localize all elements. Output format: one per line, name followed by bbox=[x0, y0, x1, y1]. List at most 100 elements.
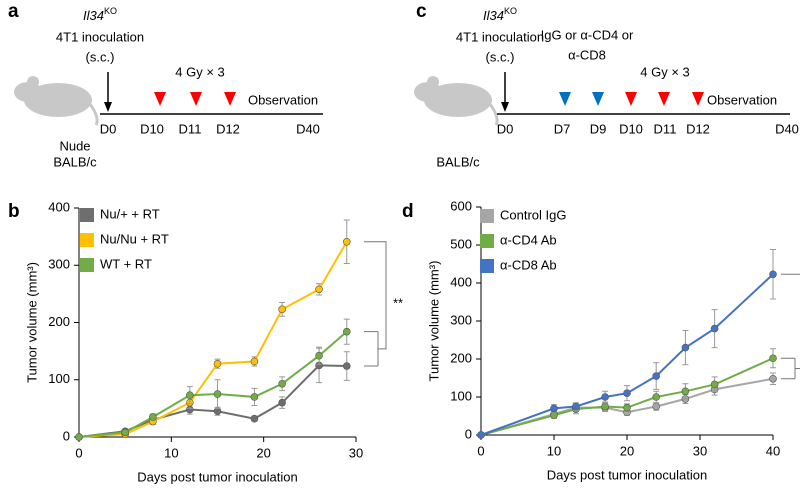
treatment-label: 4 Gy × 3 bbox=[175, 64, 225, 79]
data-point bbox=[769, 354, 777, 363]
gene-sup: KO bbox=[504, 6, 517, 16]
arrow-head bbox=[501, 102, 509, 112]
data-point bbox=[250, 357, 259, 366]
legend-swatch bbox=[80, 258, 94, 272]
y-tick-label: 100 bbox=[450, 388, 472, 403]
legend-swatch bbox=[480, 209, 494, 223]
x-tick-label: 30 bbox=[349, 445, 363, 460]
y-tick-label: 300 bbox=[48, 257, 70, 272]
x-tick-label: 30 bbox=[693, 443, 707, 458]
mouse-label: Nude bbox=[59, 138, 90, 153]
data-point bbox=[601, 402, 609, 411]
day-label: D10 bbox=[140, 121, 164, 136]
panel-label: a bbox=[8, 1, 19, 22]
day-label: D11 bbox=[179, 121, 202, 136]
day-label: D7 bbox=[554, 121, 571, 136]
end-label: Observation bbox=[707, 92, 777, 107]
treatment-marker bbox=[154, 92, 166, 106]
data-point bbox=[315, 351, 323, 360]
gene-label: Il34KO bbox=[483, 6, 517, 23]
y-tick-label: 0 bbox=[465, 426, 472, 441]
x-axis-label: Days post tumor inoculation bbox=[547, 467, 707, 482]
treatment-marker bbox=[190, 92, 202, 106]
y-tick-label: 200 bbox=[450, 350, 472, 365]
data-point bbox=[278, 379, 286, 388]
data-point bbox=[710, 380, 719, 389]
treatment-marker bbox=[625, 92, 637, 106]
treatment-marker bbox=[692, 92, 704, 106]
data-point bbox=[601, 393, 609, 401]
y-tick-label: 200 bbox=[48, 314, 70, 329]
arrow-head bbox=[104, 102, 112, 112]
y-tick-label: 0 bbox=[63, 428, 70, 443]
day-label: D40 bbox=[296, 121, 320, 136]
mouse-icon bbox=[414, 76, 499, 126]
data-point bbox=[710, 324, 719, 333]
legend-label: α-CD8 Ab bbox=[500, 257, 557, 272]
panel-label: d bbox=[402, 201, 414, 222]
day-label: D10 bbox=[619, 121, 643, 136]
y-tick-label: 600 bbox=[450, 198, 472, 213]
data-point bbox=[652, 393, 661, 401]
mouse-label: BALB/c bbox=[53, 154, 97, 169]
series-line bbox=[78, 364, 347, 438]
data-point bbox=[213, 390, 222, 398]
x-tick-label: 20 bbox=[620, 443, 634, 458]
data-point bbox=[75, 433, 83, 441]
data-point bbox=[681, 387, 690, 396]
legend-label: Nu/Nu + RT bbox=[100, 231, 169, 246]
treatment-marker bbox=[224, 92, 236, 106]
y-tick-label: 500 bbox=[450, 236, 472, 251]
data-point bbox=[550, 404, 558, 413]
y-axis-label: Tumor volume (mm³) bbox=[426, 261, 441, 382]
panel-label: c bbox=[416, 1, 427, 22]
data-point bbox=[213, 359, 222, 368]
y-tick-label: 400 bbox=[450, 274, 472, 289]
y-axis-label: Tumor volume (mm³) bbox=[24, 262, 39, 383]
legend-label: WT + RT bbox=[100, 256, 152, 271]
legend-swatch bbox=[480, 259, 494, 273]
treatment-label: 4 Gy × 3 bbox=[640, 64, 690, 79]
y-tick-label: 100 bbox=[48, 371, 70, 386]
day-label: D0 bbox=[497, 121, 514, 136]
data-point bbox=[149, 413, 157, 421]
data-point bbox=[342, 362, 351, 370]
inoculation: 4T1 inoculation bbox=[56, 29, 144, 44]
data-point bbox=[769, 270, 777, 279]
legend-label: α-CD4 Ab bbox=[500, 232, 557, 247]
mouse-icon bbox=[14, 76, 99, 126]
data-point bbox=[250, 414, 259, 423]
treatment-marker bbox=[658, 92, 670, 106]
x-tick-label: 0 bbox=[75, 445, 82, 460]
x-tick-label: 10 bbox=[547, 443, 561, 458]
gene-label: Il34KO bbox=[83, 6, 117, 23]
data-point bbox=[623, 389, 631, 398]
x-tick-label: 10 bbox=[164, 445, 178, 460]
day-label: D12 bbox=[686, 121, 710, 136]
route: (s.c.) bbox=[486, 49, 515, 64]
x-axis-label: Days post tumor inoculation bbox=[137, 469, 297, 484]
legend-swatch bbox=[80, 233, 94, 247]
x-tick-label: 20 bbox=[256, 445, 270, 460]
data-point bbox=[186, 391, 194, 400]
significance-bracket bbox=[781, 273, 800, 380]
series-line bbox=[78, 330, 348, 438]
data-point bbox=[342, 327, 351, 336]
data-point bbox=[278, 305, 286, 314]
data-point bbox=[681, 343, 690, 352]
y-tick-label: 300 bbox=[450, 312, 472, 327]
day-label: D40 bbox=[775, 121, 799, 136]
significance-label: ** bbox=[393, 295, 403, 310]
mouse-label: BALB/c bbox=[436, 154, 480, 169]
data-point bbox=[250, 393, 259, 401]
x-tick-label: 0 bbox=[477, 443, 484, 458]
end-label: Observation bbox=[248, 92, 318, 107]
data-point bbox=[278, 398, 286, 407]
data-point bbox=[477, 431, 485, 439]
data-point bbox=[623, 403, 631, 412]
legend-swatch bbox=[480, 234, 494, 248]
day-label: D12 bbox=[216, 121, 240, 136]
treatment-label: IgG or α-CD4 or bbox=[541, 27, 634, 42]
gene-sup: KO bbox=[104, 6, 117, 16]
data-point bbox=[121, 428, 129, 437]
